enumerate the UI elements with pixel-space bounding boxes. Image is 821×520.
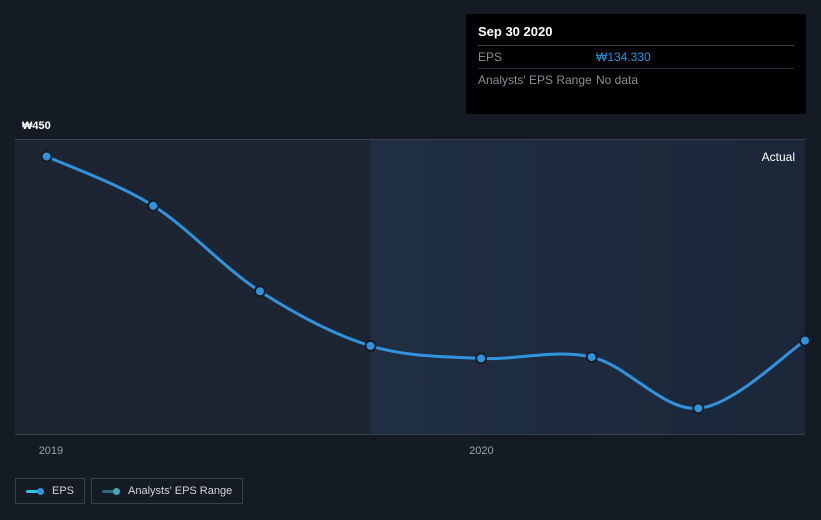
data-point[interactable] [476, 353, 486, 363]
chart-area: ₩450 ₩0 Actual 2019 2020 EPS Ana [0, 120, 821, 520]
plot-region[interactable]: Actual [15, 139, 805, 435]
data-point[interactable] [587, 352, 597, 362]
data-point[interactable] [42, 151, 52, 161]
tooltip-label: EPS [478, 50, 596, 64]
chart-svg [15, 140, 805, 436]
tooltip-value: No data [596, 73, 638, 87]
tooltip-row-range: Analysts' EPS Range No data [478, 69, 794, 91]
data-point[interactable] [148, 201, 158, 211]
tooltip-label: Analysts' EPS Range [478, 73, 596, 87]
legend-item-analysts-range[interactable]: Analysts' EPS Range [91, 478, 243, 504]
eps-line [47, 156, 805, 408]
legend-swatch-icon [26, 486, 44, 496]
data-point[interactable] [800, 336, 810, 346]
legend-swatch-icon [102, 486, 120, 496]
legend: EPS Analysts' EPS Range [15, 478, 243, 504]
tooltip-value: ₩134.330 [596, 50, 651, 64]
data-point[interactable] [255, 286, 265, 296]
tooltip-row-eps: EPS ₩134.330 [478, 46, 794, 69]
tooltip-date: Sep 30 2020 [478, 24, 794, 46]
eps-points [42, 151, 810, 413]
legend-item-eps[interactable]: EPS [15, 478, 85, 504]
legend-label: EPS [52, 485, 74, 497]
y-axis-top-label: ₩450 [22, 120, 51, 132]
eps-chart-widget: Sep 30 2020 EPS ₩134.330 Analysts' EPS R… [0, 0, 821, 520]
data-point[interactable] [693, 403, 703, 413]
data-point[interactable] [366, 341, 376, 351]
x-tick-2020: 2020 [469, 445, 493, 457]
x-tick-2019: 2019 [39, 445, 63, 457]
chart-tooltip: Sep 30 2020 EPS ₩134.330 Analysts' EPS R… [466, 14, 806, 114]
legend-label: Analysts' EPS Range [128, 485, 232, 497]
